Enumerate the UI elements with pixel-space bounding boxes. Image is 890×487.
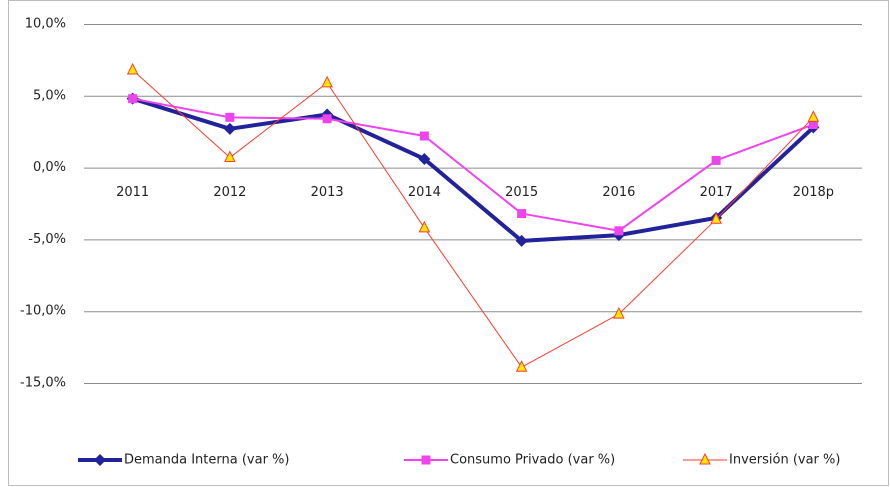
chart-border — [8, 0, 889, 486]
marker — [515, 360, 528, 372]
marker — [515, 234, 528, 247]
legend-label: Demanda Interna (var %) — [124, 453, 289, 468]
marker — [711, 155, 721, 165]
marker — [224, 150, 236, 163]
marker — [517, 209, 527, 219]
marker — [419, 131, 429, 141]
series-line — [132, 97, 814, 232]
series-line — [132, 69, 814, 368]
marker — [322, 114, 332, 124]
series-line — [132, 96, 815, 243]
y-tick-label: -10,0% — [20, 304, 66, 319]
x-tick-label: 2013 — [311, 185, 344, 200]
legend-marker — [94, 454, 106, 466]
marker — [710, 212, 722, 224]
legend-marker — [421, 455, 431, 465]
marker — [808, 120, 818, 130]
x-tick-label: 2012 — [213, 185, 246, 200]
x-tick-label: 2016 — [602, 185, 635, 200]
legend-label: Consumo Privado (var %) — [450, 453, 615, 468]
legend-marker — [699, 452, 711, 465]
marker — [225, 112, 235, 122]
x-tick-label: 2011 — [116, 185, 149, 200]
marker — [128, 94, 138, 104]
marker — [418, 220, 431, 233]
y-tick-label: -5,0% — [28, 232, 66, 247]
x-tick-label: 2018p — [793, 185, 834, 200]
legend-label: Inversión (var %) — [729, 453, 840, 468]
x-tick-label: 2017 — [700, 185, 733, 200]
y-tick-label: 5,0% — [33, 88, 66, 103]
x-tick-label: 2015 — [505, 185, 538, 200]
marker — [614, 226, 624, 236]
y-tick-label: 10,0% — [25, 17, 66, 32]
marker — [321, 75, 333, 88]
marker — [126, 62, 139, 75]
marker — [613, 306, 625, 319]
marker — [223, 122, 236, 135]
marker — [418, 152, 431, 165]
x-tick-label: 2014 — [408, 185, 441, 200]
marker — [807, 110, 820, 122]
y-tick-label: 0,0% — [33, 160, 66, 175]
y-tick-label: -15,0% — [20, 376, 66, 391]
